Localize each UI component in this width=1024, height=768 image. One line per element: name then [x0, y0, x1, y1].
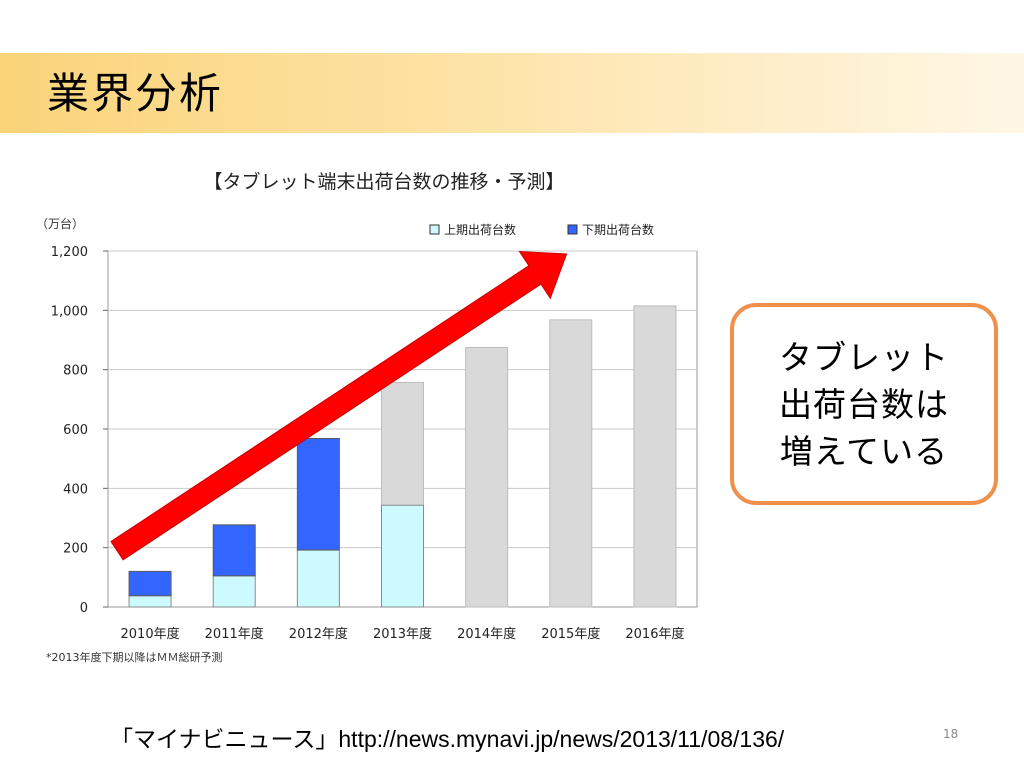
slide-title: 業界分析	[47, 69, 224, 118]
bar-forecast	[633, 305, 677, 608]
legend-swatch-first-half	[429, 224, 440, 235]
title-band	[0, 53, 1024, 133]
y-tick-label: 1,200	[51, 245, 88, 260]
bar-forecast	[465, 346, 509, 608]
x-tick-label: 2010年度	[121, 626, 180, 642]
legend-label-first-half: 上期出荷台数	[444, 222, 516, 237]
x-tick-label: 2013年度	[373, 626, 432, 642]
bar-forecast	[549, 319, 593, 608]
bar-second-half	[296, 437, 340, 551]
page-number: 18	[943, 727, 959, 741]
bar-first-half	[296, 549, 340, 608]
y-tick-label: 0	[80, 601, 88, 616]
x-tick-label: 2012年度	[289, 626, 348, 642]
bar-second-half	[128, 570, 172, 597]
bar-first-half	[212, 575, 256, 608]
callout-box: タブレット 出荷台数は 増えている	[730, 303, 998, 505]
y-tick-label: 800	[63, 364, 88, 379]
y-tick-label: 1,000	[51, 304, 88, 319]
bar-second-half	[212, 524, 256, 577]
trend-arrow	[110, 250, 568, 561]
bar-first-half	[381, 504, 424, 608]
y-tick-label: 400	[63, 482, 88, 497]
legend-label-second-half: 下期出荷台数	[582, 222, 654, 237]
source-citation: 「マイナビニュース」http://news.mynavi.jp/news/201…	[110, 726, 785, 752]
y-tick-label: 600	[63, 423, 88, 438]
chart-title: 【タブレット端末出荷台数の推移・予測】	[203, 170, 564, 193]
x-tick-label: 2014年度	[457, 626, 516, 642]
x-tick-label: 2015年度	[541, 626, 600, 642]
y-tick-label: 200	[63, 542, 88, 557]
bar-first-half	[128, 595, 172, 608]
tablet-shipments-chart: 0 200 400 600 800 1,000 1,200 2010年度 2011年度 2012年…	[36, 170, 698, 664]
callout-text: タブレット 出荷台数は 増えている	[779, 337, 949, 471]
x-tick-label: 2016年度	[625, 626, 684, 642]
chart-note: *2013年度下期以降はＭＭ総研予測	[46, 650, 223, 664]
y-axis-unit-label: （万台）	[36, 216, 84, 231]
x-tick-label: 2011年度	[205, 626, 264, 642]
legend-swatch-second-half	[567, 224, 578, 235]
